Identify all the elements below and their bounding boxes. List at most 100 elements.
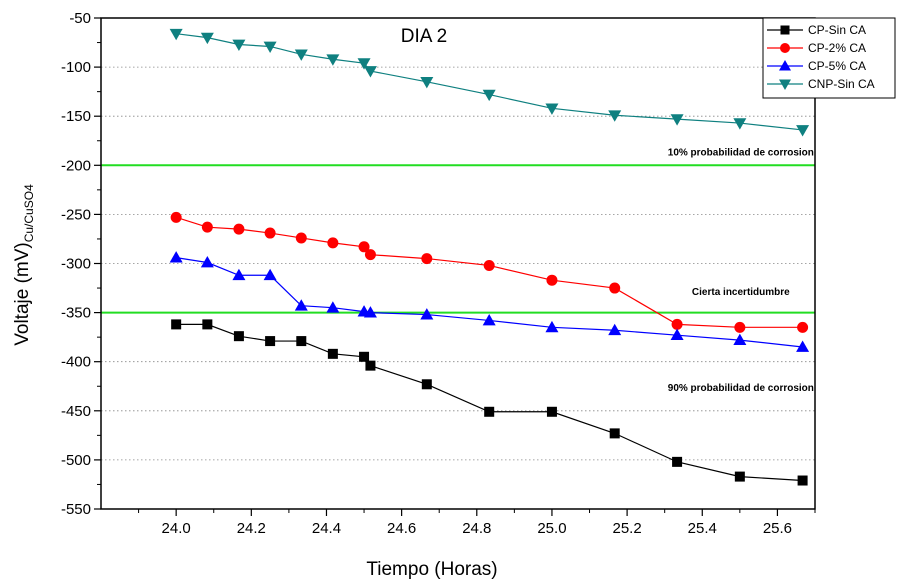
- x-tick-label: 24.8: [462, 520, 491, 537]
- y-tick-label: -400: [61, 354, 91, 371]
- data-point: [265, 336, 276, 347]
- data-point: [200, 256, 214, 268]
- reference-lines: [101, 164, 815, 314]
- y-tick-label: -550: [61, 501, 91, 518]
- data-point: [364, 249, 376, 261]
- data-point: [359, 351, 370, 362]
- data-point: [363, 306, 377, 318]
- data-point: [363, 66, 377, 78]
- data-point: [780, 25, 790, 35]
- legend-entry: CP-Sin CA: [767, 23, 866, 37]
- data-point: [201, 221, 213, 233]
- legend-entry: CP-5% CA: [767, 59, 866, 73]
- data-point: [326, 301, 340, 313]
- series-cp-5-ca: [169, 251, 810, 352]
- data-point: [421, 379, 432, 390]
- x-axis-title: Tiempo (Horas): [366, 559, 497, 580]
- y-tick-label: -350: [61, 305, 91, 322]
- legend-label: CP-5% CA: [808, 59, 866, 73]
- legend-label: CP-2% CA: [808, 41, 866, 55]
- series-cp-2-ca: [170, 211, 809, 333]
- data-point: [484, 406, 495, 417]
- y-tick-label: -450: [61, 403, 91, 420]
- annotations: 10% probabilidad de corrosion Cierta ince…: [668, 147, 814, 394]
- legend-entry: CNP-Sin CA: [767, 77, 875, 91]
- data-point: [202, 319, 213, 330]
- data-point: [796, 340, 810, 352]
- y-tick-label: -150: [61, 108, 91, 125]
- data-point: [296, 336, 307, 347]
- data-point: [294, 299, 308, 311]
- annotation-label: 90% probabilidad de corrosion: [668, 383, 814, 394]
- annotation-label: Cierta incertidumbre: [692, 287, 790, 298]
- data-point: [797, 321, 809, 333]
- chart-title: DIA 2: [401, 26, 447, 47]
- data-point: [482, 313, 496, 326]
- data-point: [670, 114, 684, 126]
- data-point: [233, 331, 244, 342]
- data-point: [327, 237, 339, 249]
- data-point: [171, 319, 182, 330]
- series-cnp-sin-ca: [169, 28, 810, 137]
- annotation-label: 10% probabilidad de corrosion: [668, 147, 814, 158]
- data-point: [671, 318, 683, 330]
- x-tick-label: 25.0: [537, 520, 566, 537]
- series-line: [176, 323, 803, 482]
- legend-label: CNP-Sin CA: [808, 77, 875, 91]
- data-point: [672, 456, 683, 467]
- y-tick-label: -50: [69, 10, 91, 27]
- y-tick-label: -200: [61, 157, 91, 174]
- data-point: [169, 251, 183, 263]
- data-point: [608, 110, 622, 122]
- x-tick-label: 24.6: [387, 520, 416, 537]
- y-axis-title-subscript: Cu/CuSO4: [22, 184, 36, 242]
- data-point: [263, 41, 277, 53]
- legend: CP-Sin CA CP-2% CA CP-5% CA CNP-Sin CA: [762, 17, 896, 99]
- data-point: [546, 274, 558, 286]
- data-point: [232, 268, 246, 281]
- x-tick-label: 24.2: [237, 520, 266, 537]
- y-tick-label: -250: [61, 206, 91, 223]
- data-point: [357, 58, 371, 70]
- data-point: [780, 43, 790, 53]
- data-point: [734, 471, 745, 482]
- y-axis-title: Voltaje (mV)Cu/CuSO4: [12, 184, 36, 346]
- data-point: [779, 60, 791, 71]
- data-point: [358, 241, 370, 253]
- data-point: [733, 118, 747, 130]
- data-point: [779, 79, 791, 90]
- data-point: [294, 49, 308, 61]
- data-point: [608, 323, 622, 336]
- data-point: [421, 253, 433, 265]
- data-point: [483, 259, 495, 271]
- x-tick-label: 25.4: [688, 520, 717, 537]
- data-point: [797, 475, 808, 486]
- data-point: [546, 406, 557, 417]
- data-point: [200, 32, 214, 45]
- data-point: [609, 428, 620, 439]
- y-tick-label: -100: [61, 59, 91, 76]
- x-tick-label: 25.6: [763, 520, 792, 537]
- data-point: [327, 348, 338, 359]
- data-point: [326, 54, 340, 66]
- data-point: [545, 320, 559, 333]
- data-point: [232, 39, 246, 52]
- data-point: [734, 321, 746, 333]
- data-point: [796, 125, 810, 137]
- data-point: [670, 328, 684, 341]
- data-point: [365, 360, 376, 371]
- legend-entry: CP-2% CA: [767, 41, 866, 55]
- data-point: [263, 268, 277, 281]
- legend-label: CP-Sin CA: [808, 23, 866, 37]
- data-point: [170, 211, 182, 223]
- data-point: [169, 28, 183, 41]
- x-tick-label: 24.0: [162, 520, 191, 537]
- y-tick-label: -300: [61, 256, 91, 273]
- axes: -50 -100 -150 -200 -250 -300 -350 -400 -450 -500 -…: [61, 10, 816, 537]
- x-tick-label: 25.2: [613, 520, 642, 537]
- series-group: [169, 28, 810, 486]
- data-point: [733, 333, 747, 345]
- data-point: [545, 103, 559, 115]
- series-cp-sin-ca: [171, 319, 808, 486]
